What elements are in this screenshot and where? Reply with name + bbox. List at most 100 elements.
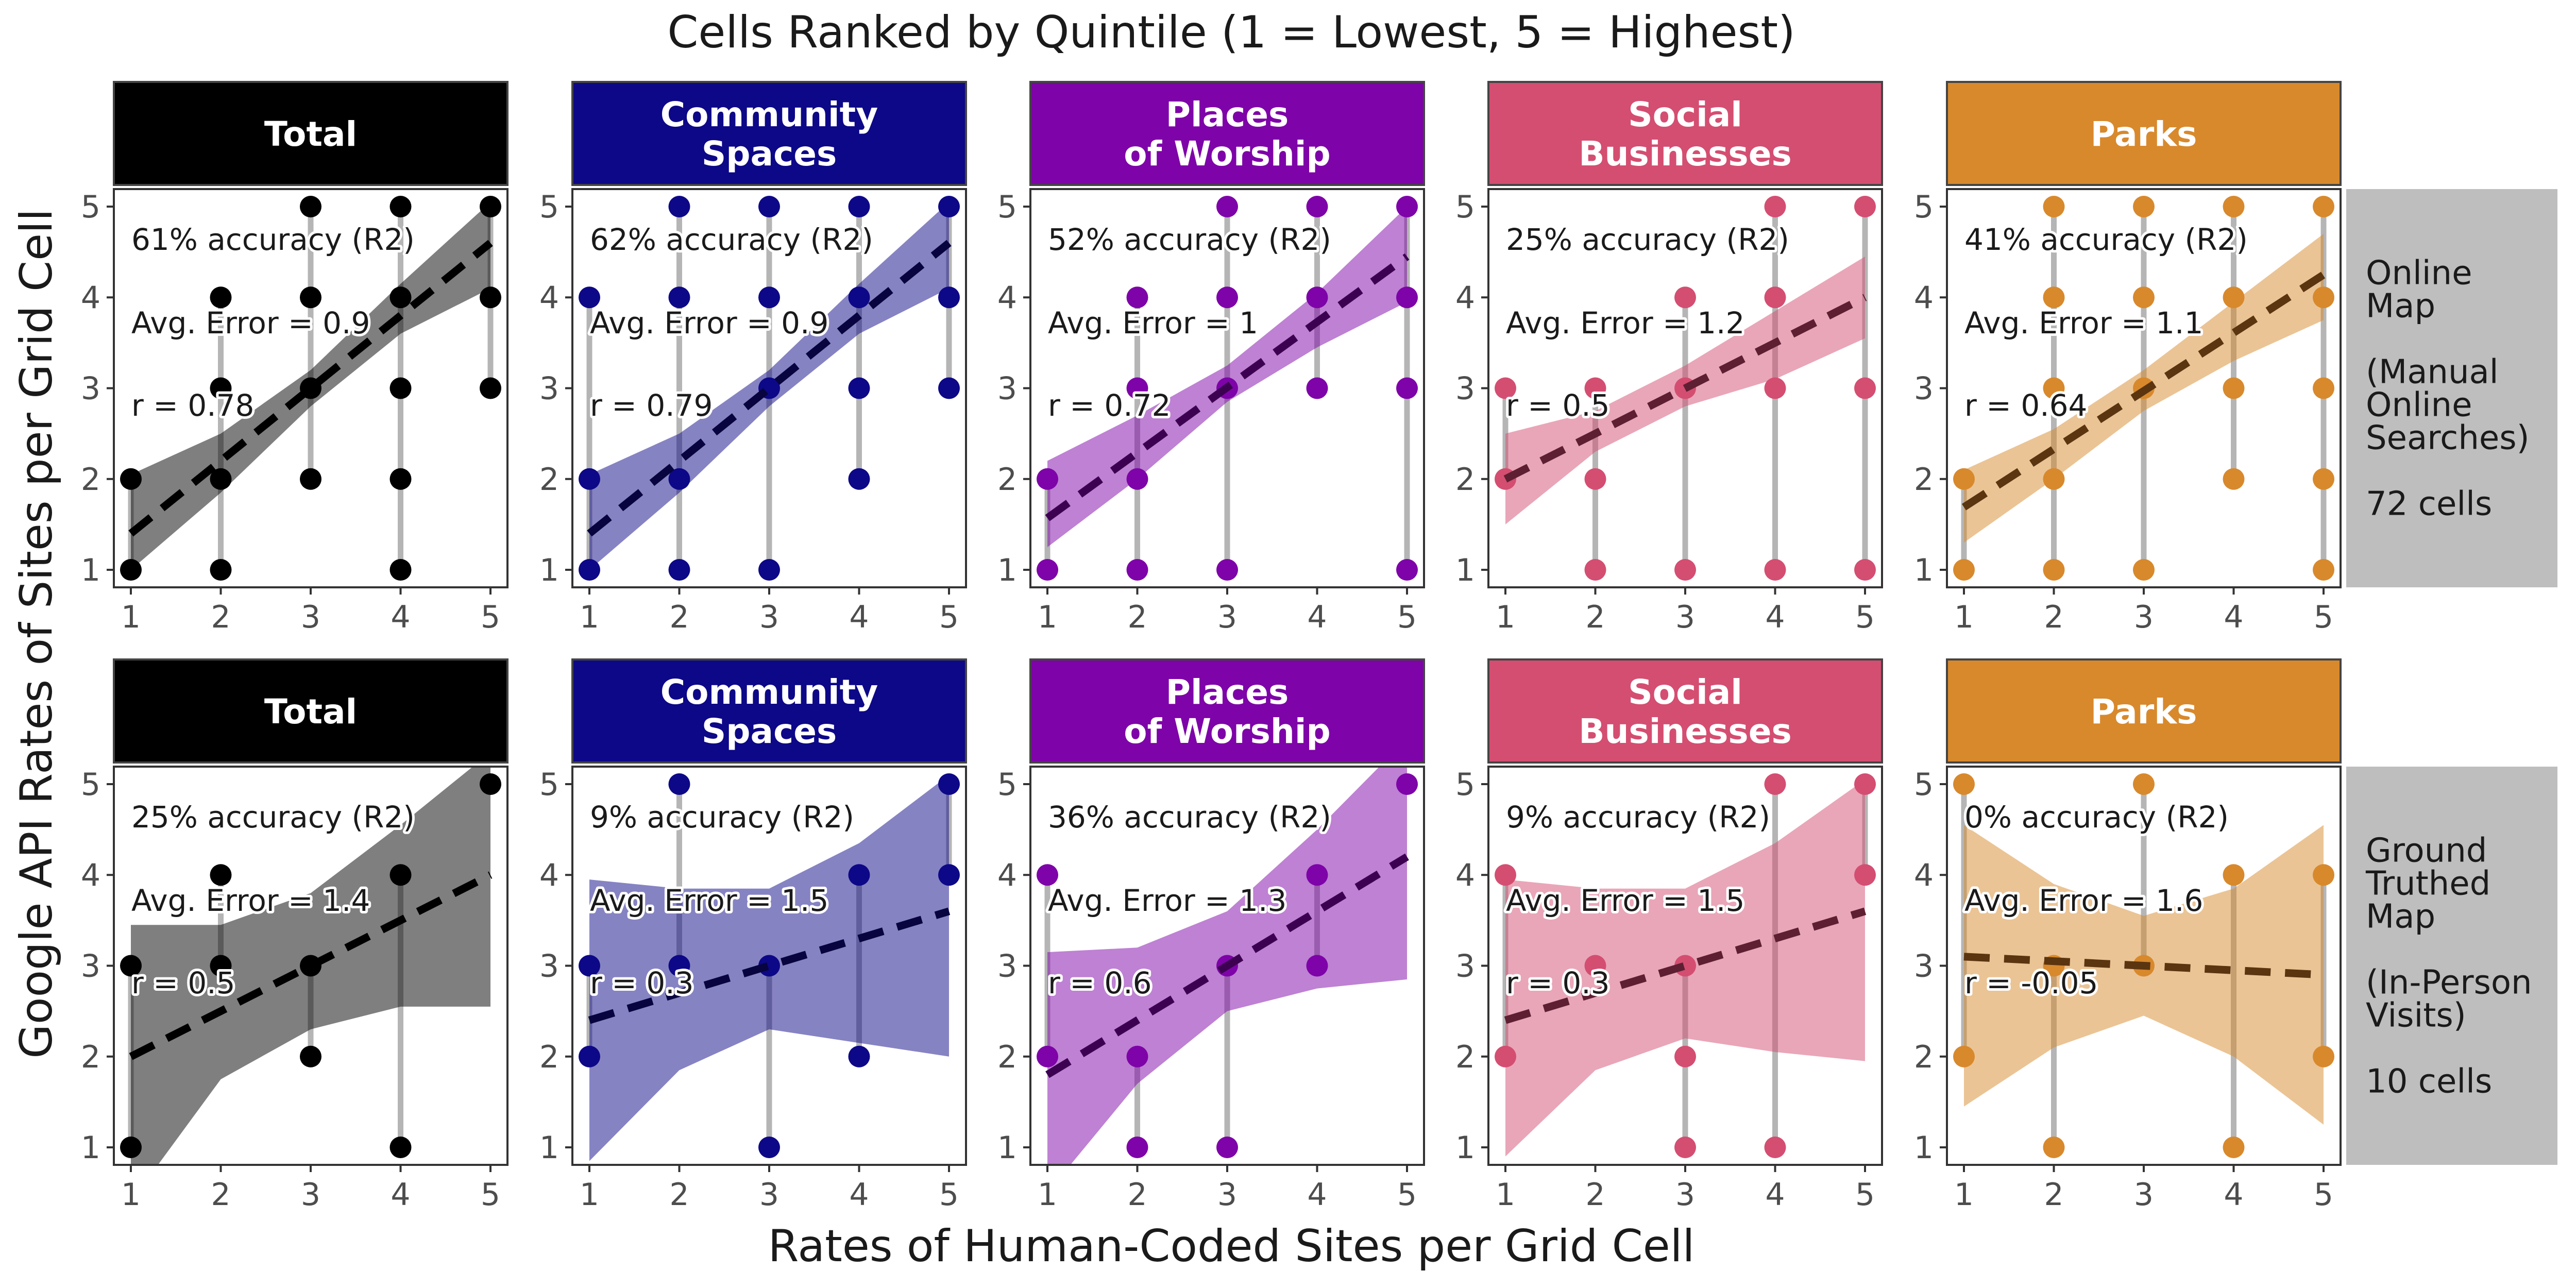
x-tick-label: 1: [580, 599, 599, 635]
annotation: Avg. Error = 1.5: [590, 883, 828, 918]
panel-places-of-worship-row1: 52% accuracy (R2) Avg. Error = 1 r = 0.72 1…: [997, 188, 1425, 635]
data-point: [668, 773, 690, 795]
y-tick-label: 4: [1914, 280, 1934, 316]
plot-area: [1037, 196, 1418, 581]
x-tick-label: 1: [121, 599, 141, 635]
data-point: [848, 286, 870, 309]
y-tick-label: 3: [81, 371, 100, 407]
data-point: [1764, 196, 1786, 217]
data-point: [1396, 286, 1418, 309]
x-tick-label: 2: [211, 599, 230, 635]
data-point: [1216, 559, 1238, 581]
y-tick-label: 4: [1455, 857, 1475, 893]
x-tick-label: 4: [1765, 599, 1785, 635]
x-tick-label: 4: [391, 1177, 410, 1213]
y-tick-label: 1: [81, 552, 100, 588]
data-point: [480, 377, 501, 399]
data-point: [480, 286, 501, 309]
data-point: [1306, 286, 1328, 309]
y-tick-label: 5: [539, 189, 559, 225]
annotation: 9% accuracy (R2): [1506, 800, 1770, 835]
data-point: [1126, 1137, 1148, 1158]
panel-header-box: [1946, 658, 2342, 764]
panel-header-box: [1029, 658, 1425, 764]
y-tick-label: 4: [997, 280, 1017, 316]
row-strip-label: (Manual: [2366, 353, 2499, 392]
data-point: [2313, 468, 2334, 490]
panel-header-total-row2: Total: [113, 658, 509, 764]
data-point: [1037, 559, 1058, 581]
fit-line: [587, 240, 952, 537]
panel-social-businesses-row2: 9% accuracy (R2) Avg. Error = 1.5 r = 0.3 1…: [1455, 766, 1883, 1213]
annotation: r = 0.3: [590, 965, 694, 1001]
data-point: [848, 377, 870, 399]
panel-header-label: Social: [1628, 95, 1742, 134]
data-point: [848, 196, 870, 217]
panel-header-total-row1: Total: [113, 81, 509, 186]
fit-line: [1045, 853, 1409, 1078]
annotation: Avg. Error = 1.2: [1506, 306, 1744, 341]
data-point: [668, 955, 690, 977]
row-strip-box: [2346, 767, 2557, 1165]
x-tick-label: 5: [939, 1177, 959, 1213]
row-strip-label: Visits): [2366, 997, 2466, 1035]
x-tick-label: 3: [1675, 1177, 1695, 1213]
data-point: [938, 773, 960, 795]
y-tick-label: 4: [997, 857, 1017, 893]
plot-area: [579, 773, 960, 1161]
fit-line: [1503, 294, 1867, 483]
x-tick-label: 2: [1127, 599, 1147, 635]
y-tick-label: 2: [1455, 462, 1475, 498]
y-tick-label: 3: [997, 371, 1017, 407]
x-tick-label: 4: [2224, 599, 2243, 635]
data-point: [579, 468, 600, 490]
data-point: [389, 864, 412, 886]
annotation: 9% accuracy (R2): [590, 800, 854, 835]
data-point: [389, 286, 412, 309]
annotation: 62% accuracy (R2): [590, 222, 873, 257]
data-point: [2313, 196, 2334, 217]
plot-area: [579, 196, 960, 581]
y-tick-label: 5: [81, 189, 100, 225]
y-tick-label: 5: [997, 767, 1017, 803]
panel-header-label: Places: [1166, 95, 1289, 134]
y-tick-label: 2: [81, 462, 100, 498]
x-tick-label: 2: [1585, 599, 1605, 635]
data-point: [1584, 468, 1606, 490]
x-tick-label: 3: [301, 599, 320, 635]
data-point: [1764, 559, 1786, 581]
data-point: [1764, 773, 1786, 795]
annotation: r = 0.6: [1048, 965, 1152, 1001]
row-strip-label: 72 cells: [2366, 485, 2492, 523]
data-point: [1584, 377, 1606, 399]
data-point: [1306, 864, 1328, 886]
x-tick-label: 5: [2314, 599, 2333, 635]
data-point: [2223, 286, 2245, 309]
fit-line: [1961, 271, 2326, 511]
panel-header-label: of Worship: [1124, 711, 1331, 751]
data-point: [2223, 196, 2245, 217]
x-tick-label: 1: [580, 1177, 599, 1213]
data-point: [1764, 286, 1786, 309]
data-point: [1854, 864, 1876, 886]
fit-line: [1504, 907, 1867, 1024]
annotation: 52% accuracy (R2): [1048, 222, 1331, 257]
y-tick-label: 2: [539, 462, 559, 498]
data-point: [1037, 468, 1058, 490]
x-tick-label: 1: [1038, 599, 1057, 635]
y-tick-label: 1: [539, 552, 559, 588]
y-tick-label: 1: [1914, 1130, 1934, 1166]
data-point: [210, 559, 232, 581]
annotation: r = -0.05: [1964, 965, 2098, 1001]
panel-community-spaces-row1: 62% accuracy (R2) Avg. Error = 0.9 r = 0.7…: [539, 188, 967, 635]
y-tick-label: 3: [1455, 948, 1475, 985]
panel-header-box: [1946, 81, 2342, 186]
data-point: [848, 468, 870, 490]
x-tick-label: 2: [2044, 1177, 2063, 1213]
